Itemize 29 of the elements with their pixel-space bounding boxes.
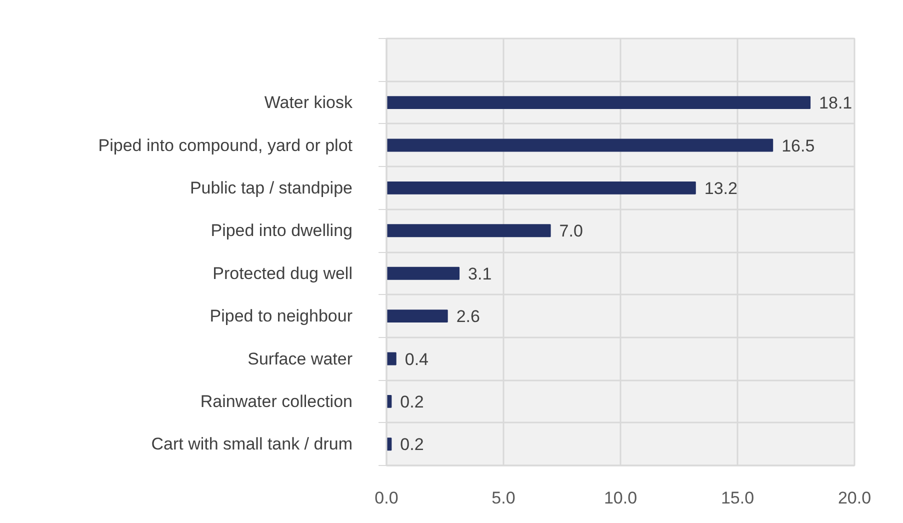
x-tick-label: 0.0 — [374, 488, 398, 508]
data-label: 16.5 — [782, 136, 815, 156]
data-label: 13.2 — [704, 178, 738, 198]
bar — [386, 224, 551, 238]
data-label: 3.1 — [468, 264, 492, 284]
y-tick-label: Piped into dwelling — [210, 221, 353, 240]
data-label: 18.1 — [819, 94, 852, 113]
bar — [386, 96, 811, 110]
bar — [386, 310, 448, 323]
data-label: 0.4 — [404, 350, 428, 369]
y-tick-label: Piped into compound, yard or plot — [98, 136, 353, 155]
x-tick-label: 5.0 — [492, 488, 516, 508]
x-tick-label: 15.0 — [720, 488, 754, 508]
data-label: 0.2 — [400, 435, 424, 454]
bar — [386, 138, 774, 152]
data-label: 0.2 — [400, 392, 424, 412]
y-tick-label: Cart with small tank / drum — [151, 434, 353, 454]
y-tick-label: Public tap / standpipe — [190, 178, 353, 198]
y-tick-label: Water kiosk — [264, 93, 353, 112]
y-tick-label: Rainwater collection — [200, 392, 353, 411]
bar — [386, 266, 460, 280]
data-label: 7.0 — [559, 222, 583, 241]
y-tick-label: Surface water — [248, 349, 353, 368]
data-label: 2.6 — [456, 307, 480, 326]
y-tick-label: Protected dug well — [212, 264, 353, 283]
bar — [386, 181, 696, 194]
y-tick-label: Piped to neighbour — [210, 306, 353, 326]
x-tick-label: 20.0 — [838, 488, 872, 508]
x-tick-label: 10.0 — [604, 488, 638, 508]
